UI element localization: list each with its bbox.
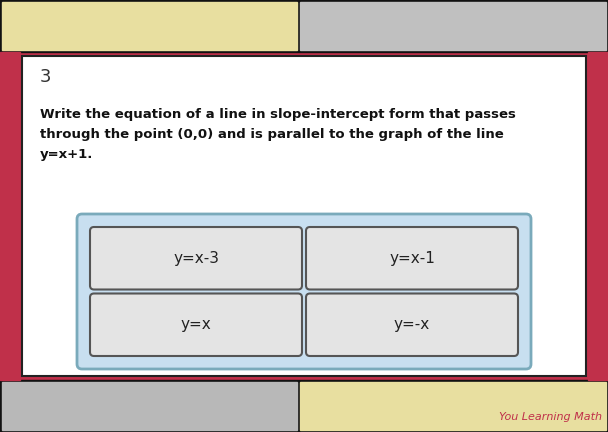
Text: y=-x: y=-x bbox=[394, 317, 430, 332]
FancyBboxPatch shape bbox=[90, 293, 302, 356]
Bar bbox=[2, 2, 297, 50]
Bar bbox=[0, 52, 20, 380]
Bar bbox=[0, 380, 608, 432]
Text: y=x-1: y=x-1 bbox=[389, 251, 435, 266]
FancyBboxPatch shape bbox=[306, 293, 518, 356]
FancyBboxPatch shape bbox=[90, 227, 302, 289]
Text: y=x: y=x bbox=[181, 317, 212, 332]
Bar bbox=[588, 52, 608, 380]
Bar bbox=[300, 2, 606, 50]
Text: 3: 3 bbox=[40, 68, 52, 86]
Text: You Learning Math: You Learning Math bbox=[499, 412, 602, 422]
FancyBboxPatch shape bbox=[77, 214, 531, 369]
FancyBboxPatch shape bbox=[306, 227, 518, 289]
Bar bbox=[22, 56, 586, 376]
Text: y=x+1.: y=x+1. bbox=[40, 148, 94, 161]
Bar bbox=[300, 382, 606, 430]
Text: through the point (0,0) and is parallel to the graph of the line: through the point (0,0) and is parallel … bbox=[40, 128, 504, 141]
Bar bbox=[2, 382, 297, 430]
Text: Write the equation of a line in slope-intercept form that passes: Write the equation of a line in slope-in… bbox=[40, 108, 516, 121]
Bar bbox=[0, 0, 608, 52]
Bar bbox=[0, 52, 608, 380]
Text: y=x-3: y=x-3 bbox=[173, 251, 219, 266]
